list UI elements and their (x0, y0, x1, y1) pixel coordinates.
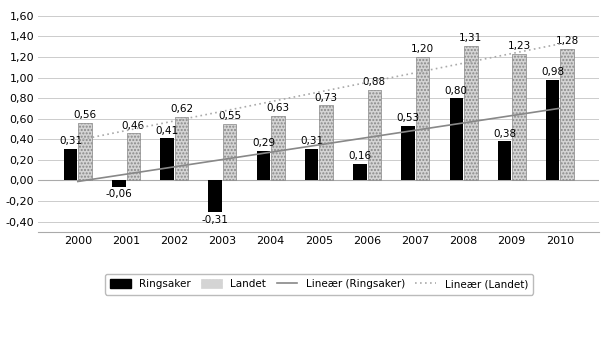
Bar (353, 164, 367, 180)
Text: 0,98: 0,98 (541, 67, 564, 77)
Text: 0,80: 0,80 (445, 86, 468, 96)
Bar (126, 133, 140, 180)
Text: -0,31: -0,31 (202, 215, 229, 225)
Bar (175, 117, 188, 180)
Bar (416, 57, 430, 180)
Text: -0,06: -0,06 (105, 189, 132, 199)
Bar (223, 124, 237, 180)
Bar (271, 116, 285, 180)
Bar (160, 138, 174, 180)
Text: 0,73: 0,73 (315, 93, 338, 103)
Text: 0,31: 0,31 (300, 136, 323, 146)
Bar (401, 126, 415, 180)
Bar (257, 151, 270, 180)
Bar (464, 46, 477, 180)
Bar (368, 90, 381, 180)
Bar (560, 49, 574, 180)
Bar (305, 149, 318, 180)
Bar (78, 123, 92, 180)
Text: 0,31: 0,31 (59, 136, 82, 146)
Bar (512, 54, 526, 180)
Text: 0,29: 0,29 (252, 138, 275, 148)
Bar (319, 105, 333, 180)
Text: 0,63: 0,63 (266, 103, 289, 113)
Text: 0,46: 0,46 (122, 121, 145, 130)
Text: 1,23: 1,23 (508, 41, 531, 51)
Text: 1,31: 1,31 (459, 33, 482, 43)
Bar (112, 180, 126, 187)
Text: 0,16: 0,16 (348, 151, 371, 161)
Text: 1,28: 1,28 (555, 36, 579, 46)
Text: 0,62: 0,62 (170, 104, 193, 114)
Bar (498, 141, 511, 180)
Text: 0,41: 0,41 (155, 126, 178, 136)
Bar (546, 80, 560, 180)
Text: 0,88: 0,88 (363, 77, 386, 87)
Text: 0,56: 0,56 (73, 110, 97, 120)
Text: 0,38: 0,38 (493, 129, 516, 139)
Bar (64, 149, 77, 180)
Text: 1,20: 1,20 (411, 44, 434, 54)
Text: 0,55: 0,55 (218, 111, 241, 121)
Legend: Ringsaker, Landet, Lineær (Ringsaker), Lineær (Landet): Ringsaker, Landet, Lineær (Ringsaker), L… (105, 274, 533, 295)
Bar (209, 180, 222, 212)
Text: 0,53: 0,53 (396, 113, 420, 123)
Bar (450, 98, 463, 180)
